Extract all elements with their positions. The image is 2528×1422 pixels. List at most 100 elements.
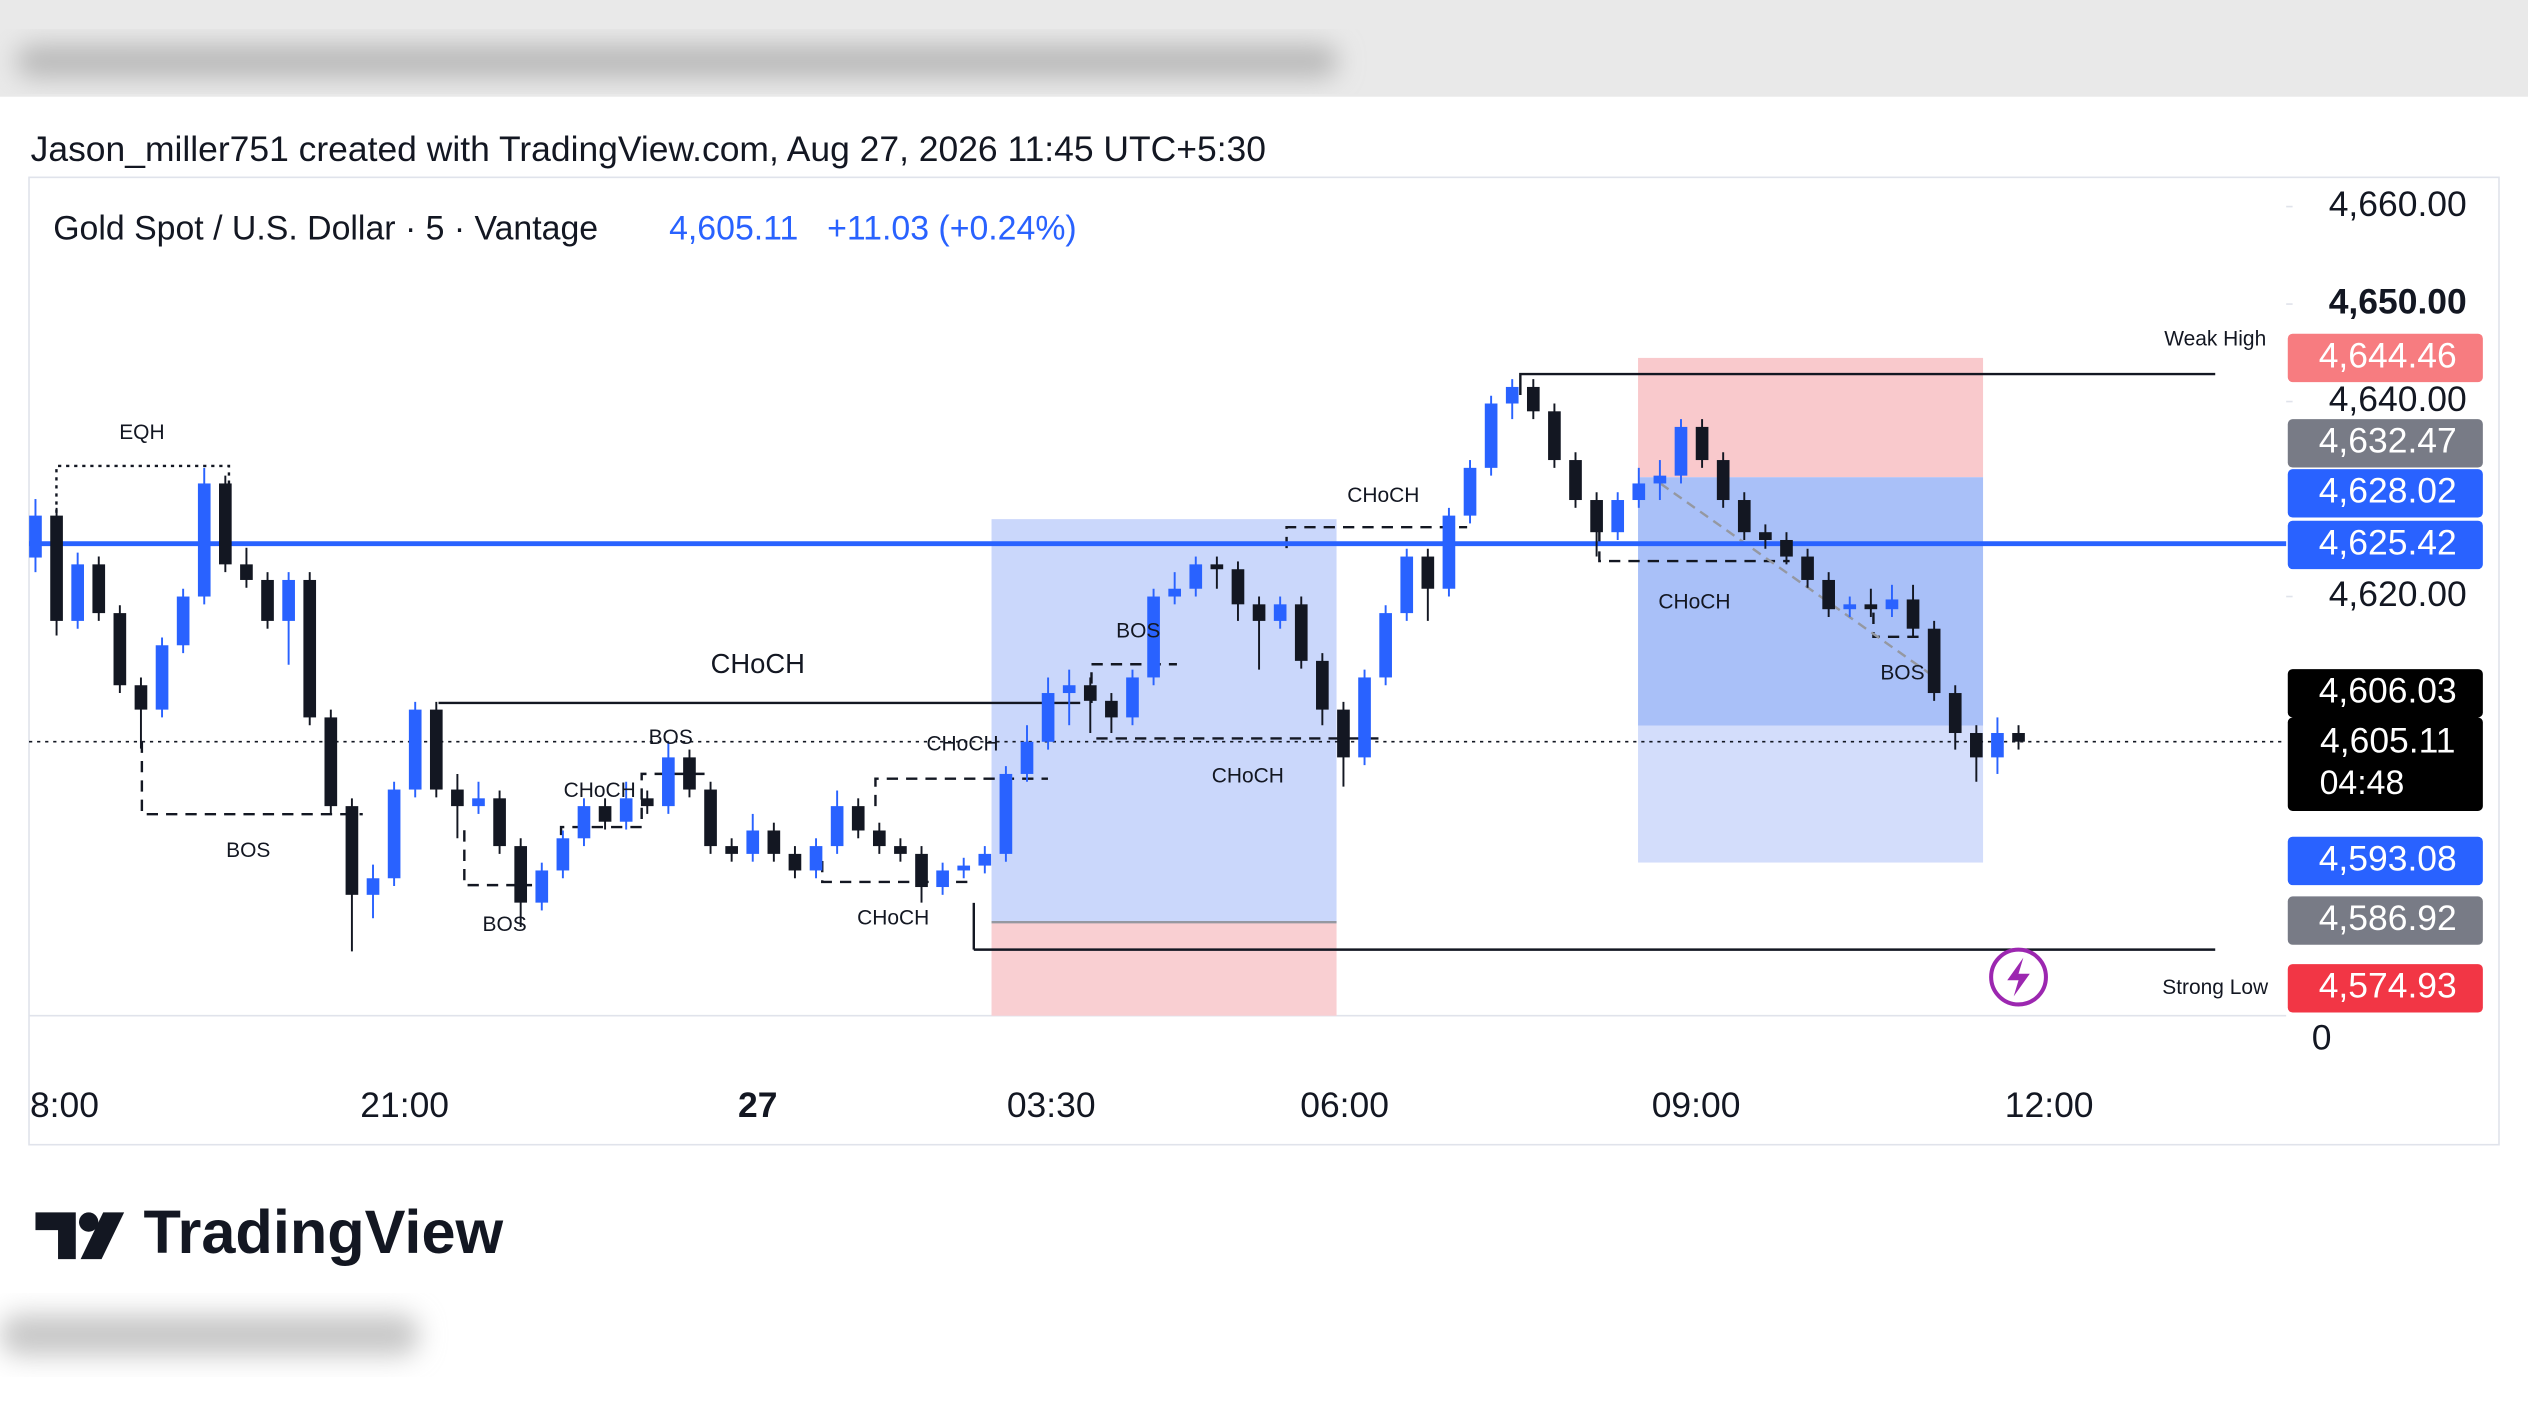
candle-body: [1759, 532, 1772, 540]
annotation: BOS: [1116, 620, 1160, 643]
price-badge-label: 4,574.93: [2319, 966, 2457, 1006]
candle-body: [324, 717, 338, 807]
x-tick-label: 03:30: [1007, 1085, 1096, 1125]
last-price: 4,605.11: [669, 209, 798, 247]
candle-body: [345, 806, 359, 895]
x-tick-label: 09:00: [1652, 1085, 1741, 1125]
price-badge: [2287, 964, 2483, 1013]
candle-body: [746, 830, 760, 854]
candle-body: [493, 798, 506, 847]
candle-body: [1252, 604, 1266, 621]
candle-body: [1822, 579, 1835, 610]
x-tick-label: 21:00: [360, 1085, 449, 1125]
candle-body: [1548, 411, 1561, 461]
candle-body: [387, 789, 401, 879]
candle-body: [197, 483, 211, 597]
candle-body: [619, 798, 633, 822]
annotation: Strong Low: [2162, 976, 2269, 999]
candle-body: [1400, 556, 1414, 614]
x-tick-label: 12:00: [2005, 1085, 2094, 1125]
candle-body: [1632, 483, 1646, 501]
annotation: CHoCH: [926, 732, 998, 755]
y-tick-label: 4,660.00: [2329, 184, 2467, 224]
position-box: [1638, 477, 1984, 726]
candle-body: [1273, 604, 1287, 621]
price-badge: [2287, 469, 2483, 518]
annotation: EQH: [119, 421, 164, 444]
candle-body: [176, 596, 190, 646]
logo: TradingView: [35, 1198, 504, 1266]
candle-body: [1421, 556, 1435, 589]
candle-body: [556, 838, 570, 871]
structure-line: [1285, 525, 1468, 549]
price-badge: [2287, 419, 2483, 468]
position-box: [991, 922, 1337, 1016]
price-badge: [2287, 896, 2483, 945]
candle-body: [1147, 596, 1160, 678]
candle-body: [598, 806, 612, 822]
annotation: CHoCH: [711, 648, 805, 679]
annotation: BOS: [1880, 661, 1924, 684]
candle-body: [662, 757, 675, 807]
candle-body: [1716, 460, 1730, 501]
candle-body: [1379, 613, 1392, 678]
candle-body: [936, 870, 949, 888]
logo-icon: [35, 1212, 76, 1260]
candle-body: [535, 870, 549, 903]
candle-body: [1294, 604, 1308, 661]
annotation: BOS: [226, 839, 270, 862]
price-badge-label: 4,625.42: [2319, 522, 2457, 562]
structure-line: [55, 464, 231, 513]
candle-body: [155, 645, 169, 710]
candle-body: [725, 846, 738, 854]
logo-icon: [80, 1212, 125, 1260]
candle-body: [366, 878, 380, 895]
candle-body: [1801, 556, 1814, 580]
annotation: CHoCH: [564, 779, 636, 802]
plot: EQH BOS BOS CHoCH BOS CHoCH CHoCH CHoCH BOS CHoCH…: [29, 184, 2483, 1125]
candle-body: [1970, 733, 1983, 758]
x-tick-label: 8:00: [30, 1085, 99, 1125]
axis-fragment: 0: [2312, 1017, 2332, 1057]
candle-body: [1611, 500, 1625, 533]
price-badge-label: 4,593.08: [2319, 838, 2457, 878]
candle-body: [240, 564, 253, 580]
candle-body: [978, 853, 992, 866]
candle-body: [71, 564, 84, 621]
candle-body: [451, 789, 464, 807]
candle-body: [1653, 475, 1667, 484]
annotation: BOS: [483, 913, 527, 936]
price-badge-label: 4,605.11: [2320, 721, 2455, 761]
structure-line: [1872, 612, 1922, 639]
trend-line: [1659, 482, 1936, 679]
candle-body: [1843, 604, 1857, 610]
structure-line: [874, 777, 1048, 807]
price-badge-label: 4,606.03: [2319, 671, 2457, 711]
candle-body: [809, 846, 823, 871]
price-badge: [2287, 669, 2483, 718]
candle-body: [1126, 677, 1139, 718]
candle-body: [788, 853, 802, 871]
structure-line: [140, 741, 363, 816]
alert-icon: [2007, 957, 2030, 997]
y-tick-label: 4,640.00: [2329, 379, 2467, 419]
candle-body: [472, 798, 485, 807]
price-badge: [2287, 717, 2483, 811]
symbol: Gold Spot / U.S. Dollar · 5 · Vantage: [53, 209, 598, 247]
annotation: CHoCH: [857, 907, 929, 930]
candle-body: [1168, 588, 1182, 597]
logo-text: TradingView: [143, 1198, 503, 1266]
candle-body: [915, 853, 928, 888]
candle-body: [1737, 500, 1751, 533]
candle-body: [851, 806, 865, 831]
candle-body: [1020, 741, 1034, 774]
price-badge-label: 4,644.46: [2319, 335, 2457, 375]
alert-icon: [1989, 947, 2048, 1007]
candle-body: [1780, 539, 1793, 557]
candle-body: [50, 515, 63, 621]
candle-body: [514, 846, 528, 903]
position-box: [1638, 725, 1984, 863]
candle-body: [1948, 693, 1962, 734]
